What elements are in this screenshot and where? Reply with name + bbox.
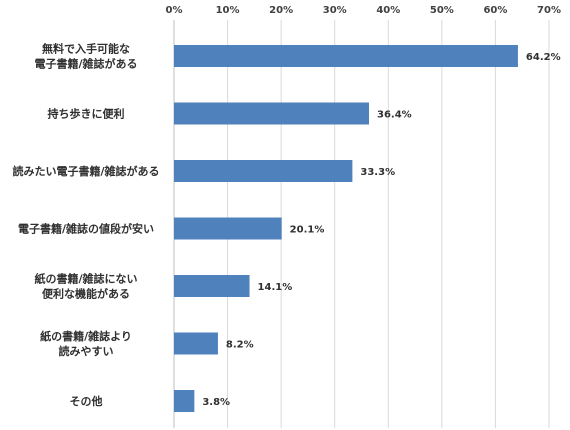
data-label: 14.1% — [258, 282, 293, 293]
data-label: 64.2% — [526, 52, 561, 63]
tick-label: 30% — [323, 5, 347, 16]
tick-label: 0% — [166, 5, 183, 16]
category-label: 電子書籍/雑誌がある — [34, 57, 137, 71]
category-label: 無料で入手可能な — [42, 42, 130, 56]
bar — [174, 45, 518, 67]
tick-label: 10% — [216, 5, 240, 16]
tick-label: 60% — [483, 5, 507, 16]
category-label: 便利な機能がある — [42, 287, 130, 301]
category-label: その他 — [70, 394, 103, 408]
bar — [174, 332, 218, 355]
category-label: 読みたい電子書籍/雑誌がある — [12, 164, 159, 178]
tick-label: 70% — [537, 5, 561, 16]
bars — [174, 45, 518, 412]
data-label: 8.2% — [226, 340, 254, 351]
bar — [174, 390, 195, 412]
bar — [174, 275, 250, 297]
bar — [174, 102, 369, 125]
value-axis: 0% 10% 20% 30% 40% 50% 60% 70% — [166, 5, 561, 16]
category-label: 読みやすい — [59, 344, 114, 358]
bar — [174, 160, 353, 182]
tick-label: 50% — [430, 5, 454, 16]
tick-label: 40% — [376, 5, 400, 16]
category-label: 紙の書籍/雑誌より — [40, 329, 132, 343]
category-label: 紙の書籍/雑誌にない — [34, 272, 137, 286]
category-label: 電子書籍/雑誌の値段が安い — [18, 222, 154, 236]
data-label: 36.4% — [377, 110, 412, 121]
data-label: 20.1% — [290, 225, 325, 236]
data-label: 33.3% — [360, 167, 395, 178]
data-label: 3.8% — [202, 397, 230, 408]
category-label: 持ち歩きに便利 — [48, 107, 125, 121]
bar — [174, 217, 282, 240]
tick-label: 20% — [269, 5, 293, 16]
